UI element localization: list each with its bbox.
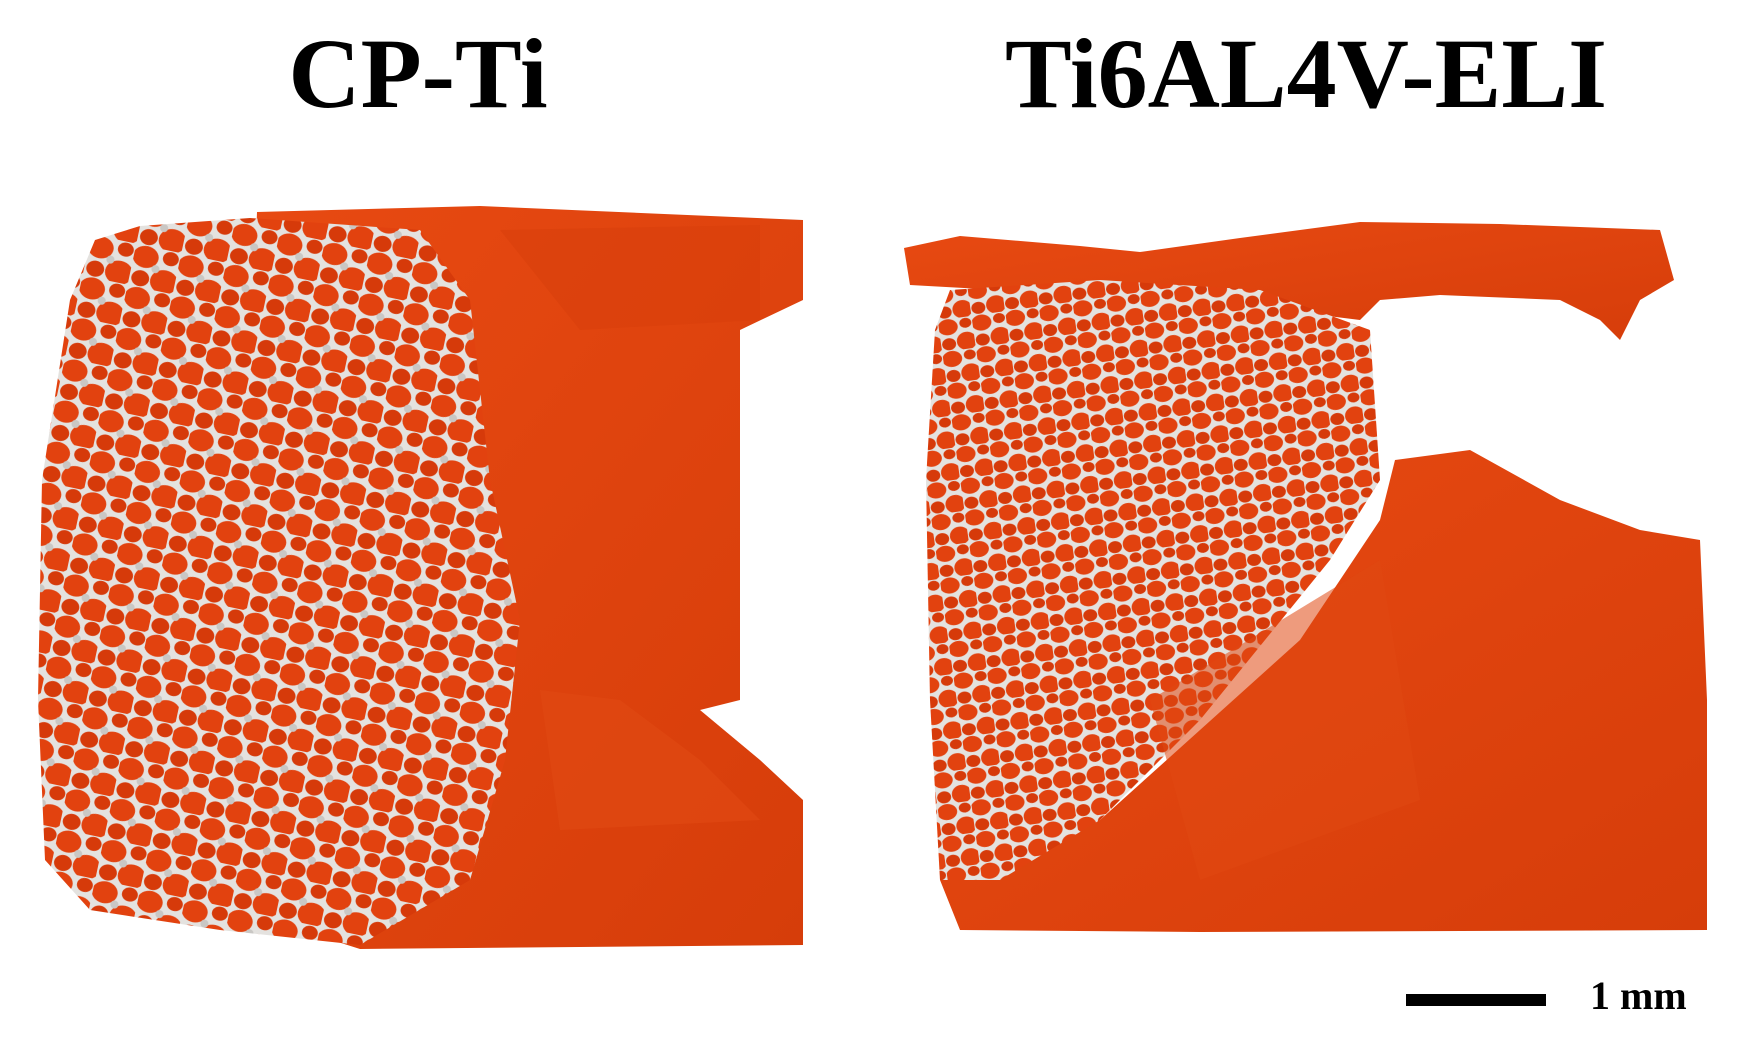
cp-ti-render	[38, 206, 803, 949]
scale-label: 1 mm	[1590, 973, 1687, 1018]
scale-bar	[1406, 994, 1546, 1006]
panel-title: CP-Ti	[288, 18, 547, 129]
ti6al4v-eli-render	[904, 222, 1707, 932]
panel-title: Ti6AL4V-ELI	[1005, 18, 1607, 129]
